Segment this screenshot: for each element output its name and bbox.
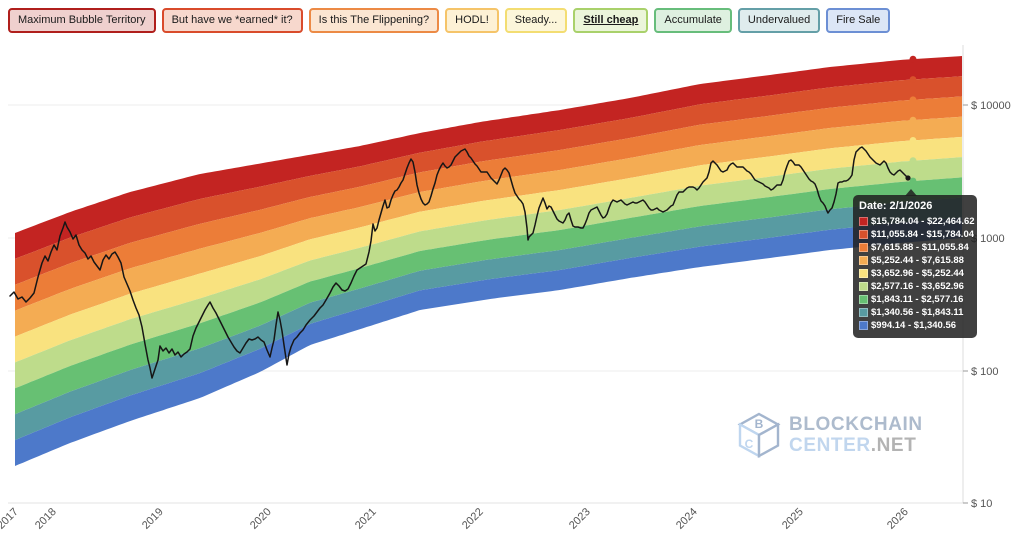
hover-tooltip: Date: 2/1/2026 $15,784.04 - $22,464.62 $1…: [853, 189, 977, 338]
tooltip-range-row: $1,843.11 - $2,577.16: [859, 293, 971, 306]
price-line: [9, 146, 909, 379]
band-color-swatch-icon: [859, 321, 868, 330]
tooltip-range-row: $7,615.88 - $11,055.84: [859, 241, 971, 254]
band-boundary-dot: [909, 177, 917, 185]
rainbow-band-2: [15, 96, 962, 311]
x-axis-labels: 2017 2018 2019 2020 2021 2022 2023 2024 2025 2026: [0, 506, 911, 532]
tooltip-range-row: $2,577.16 - $3,652.96: [859, 280, 971, 293]
tooltip-band-ranges: $15,784.04 - $22,464.62 $11,055.84 - $15,…: [859, 215, 975, 332]
band-boundary-dot: [909, 137, 917, 144]
band-color-swatch-icon: [859, 230, 868, 239]
blockchaincenter-logo-icon: B C: [737, 412, 781, 458]
band-color-swatch-icon: [859, 256, 868, 265]
band-boundary-dot: [909, 96, 917, 104]
tooltip-range-row: $994.14 - $1,340.56: [859, 319, 971, 332]
logo-letter-b: B: [755, 417, 764, 431]
band-color-swatch-icon: [859, 295, 868, 304]
band-color-swatch-icon: [859, 308, 868, 317]
watermark-center-net: CENTER.NET: [789, 435, 917, 456]
watermark-text: BLOCKCHAIN CENTER.NET: [789, 414, 923, 456]
rainbow-band-1: [15, 76, 962, 285]
rainbow-band-5: [15, 157, 962, 389]
legend-fire-sale[interactable]: Fire Sale: [826, 8, 891, 33]
band-boundary-dot: [909, 76, 917, 83]
x-tick-label: 2024: [674, 506, 700, 532]
tooltip-range-row: $5,252.44 - $7,615.88: [859, 254, 971, 267]
x-tick-label: 2019: [140, 506, 166, 532]
legend-steady[interactable]: Steady...: [504, 8, 568, 33]
band-color-swatch-icon: [859, 282, 868, 291]
y-tick-label: $ 10: [971, 498, 992, 510]
band-color-swatch-icon: [859, 217, 868, 226]
y-axis-labels: $ 10000 $ 1000 $ 100 $ 10: [963, 100, 1011, 510]
rainbow-band-4: [15, 136, 962, 363]
logo-letter-c: C: [745, 437, 754, 451]
tooltip-range-row: $1,340.56 - $1,843.11: [859, 306, 971, 319]
tooltip-range-row: $3,652.96 - $5,252.44: [859, 267, 971, 280]
rainbow-band-0: [15, 56, 962, 259]
x-tick-label: 2021: [353, 506, 379, 532]
y-tick-label: $ 1000: [971, 233, 1005, 245]
tooltip-range-row: $15,784.04 - $22,464.62: [859, 215, 975, 228]
band-boundary-dot: [909, 116, 917, 124]
band-boundary-dot: [909, 157, 917, 165]
x-tick-label: 2023: [567, 506, 593, 532]
band-legend: Maximum Bubble Territory But have we *ear…: [8, 8, 891, 33]
x-tick-label: 2025: [780, 506, 806, 532]
legend-undervalued[interactable]: Undervalued: [737, 8, 821, 33]
tooltip-range-row: $11,055.84 - $15,784.04: [859, 228, 974, 241]
legend-is-this-the-flippening[interactable]: Is this The Flippening?: [308, 8, 440, 33]
rainbow-band-3: [15, 116, 962, 337]
tooltip-caret-icon: [905, 189, 917, 196]
y-tick-label: $ 100: [971, 366, 999, 378]
legend-accumulate[interactable]: Accumulate: [654, 8, 732, 33]
rainbow-bands: [15, 56, 962, 466]
y-tick-label: $ 10000: [971, 100, 1011, 112]
x-tick-label: 2026: [885, 506, 911, 532]
watermark-blockchain: BLOCKCHAIN: [789, 414, 923, 435]
legend-but-have-we-earned-it[interactable]: But have we *earned* it?: [161, 8, 303, 33]
x-tick-label: 2017: [0, 506, 21, 532]
x-tick-label: 2022: [460, 506, 486, 532]
tooltip-date: Date: 2/1/2026: [859, 200, 933, 212]
band-color-swatch-icon: [859, 269, 868, 278]
legend-maximum-bubble-territory[interactable]: Maximum Bubble Territory: [8, 8, 156, 33]
band-color-swatch-icon: [859, 243, 868, 252]
x-tick-label: 2020: [248, 506, 274, 532]
band-boundary-dot: [909, 55, 917, 63]
legend-still-cheap[interactable]: Still cheap: [573, 8, 649, 33]
price-end-dot: [905, 175, 911, 181]
x-tick-label: 2018: [33, 506, 59, 532]
legend-hodl[interactable]: HODL!: [445, 8, 499, 33]
blockchaincenter-watermark: B C BLOCKCHAIN CENTER.NET: [736, 412, 923, 458]
